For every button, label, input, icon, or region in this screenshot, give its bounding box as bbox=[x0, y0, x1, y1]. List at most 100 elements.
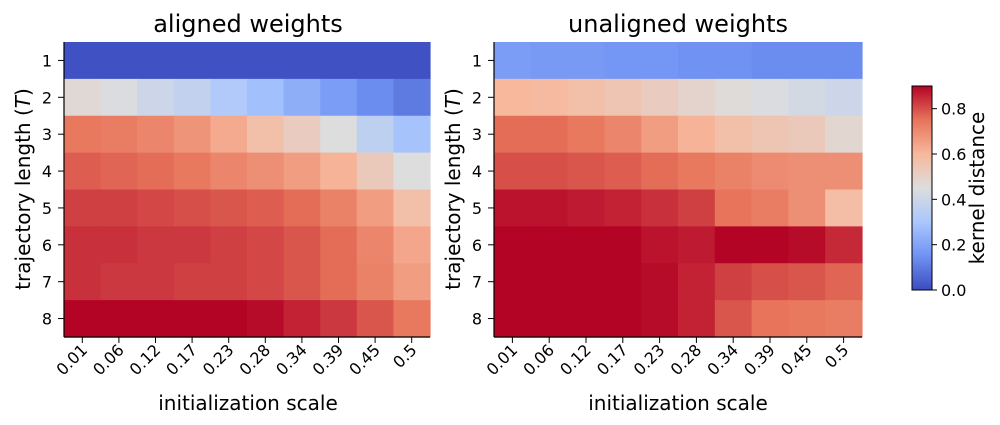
x-tick-label: 0.28 bbox=[236, 340, 275, 379]
heatmap-cell bbox=[137, 78, 175, 117]
y-tick-label: 5 bbox=[472, 199, 482, 218]
heatmap-cell bbox=[530, 189, 569, 227]
heatmap-cell bbox=[788, 189, 826, 227]
heatmap-cell bbox=[210, 263, 248, 301]
heatmap-cell bbox=[356, 42, 394, 80]
heatmap-cell bbox=[751, 115, 789, 154]
heatmap-cell bbox=[751, 226, 789, 264]
heatmap-cell bbox=[825, 42, 863, 80]
heatmap-cell bbox=[530, 42, 569, 80]
heatmap-cell bbox=[530, 115, 569, 154]
heatmap-cell bbox=[751, 152, 789, 191]
heatmap-cell bbox=[641, 152, 679, 191]
x-tick-label: 0.06 bbox=[89, 340, 128, 379]
heatmap-cell bbox=[137, 189, 175, 227]
heatmap-cell bbox=[751, 42, 789, 80]
x-tick-labels: 0.010.060.120.170.230.280.340.390.45 0.5 bbox=[483, 337, 852, 379]
heatmap-cell bbox=[64, 152, 102, 191]
heatmap-cell bbox=[320, 189, 358, 227]
x-tick-label: 0.34 bbox=[703, 340, 742, 379]
heatmap-cell bbox=[825, 300, 863, 338]
heatmap-cell bbox=[567, 263, 605, 301]
axes-spines bbox=[493, 42, 862, 338]
heatmap-cell bbox=[64, 42, 102, 80]
heatmap-cell bbox=[530, 152, 569, 191]
heatmap-cell bbox=[210, 78, 248, 117]
heatmap-cell bbox=[173, 42, 211, 80]
heatmap-cell bbox=[356, 78, 394, 117]
heatmap-cell bbox=[604, 189, 642, 227]
heatmap-cell bbox=[567, 42, 605, 80]
heatmap-cell bbox=[173, 189, 211, 227]
heatmap-cell bbox=[788, 42, 826, 80]
heatmap-cell bbox=[714, 189, 753, 227]
heatmap-cell bbox=[678, 42, 716, 80]
x-tick-label: 0.39 bbox=[740, 340, 779, 379]
heatmap-cell bbox=[247, 263, 285, 301]
y-tick-label: 2 bbox=[42, 88, 52, 107]
heatmap-cell bbox=[64, 78, 102, 117]
heatmap-cell bbox=[100, 226, 138, 264]
heatmap-cell bbox=[64, 226, 102, 264]
heatmap-panel-aligned: aligned weights 1 2 3 4 5 6 7 8 0.010.060.120.1… bbox=[11, 10, 431, 415]
heatmap-cell bbox=[137, 263, 175, 301]
heatmap-cell bbox=[678, 263, 716, 301]
heatmap-cell bbox=[210, 42, 248, 80]
heatmap-cell bbox=[641, 78, 679, 117]
heatmap-cell bbox=[494, 152, 532, 191]
heatmap-cell bbox=[530, 263, 569, 301]
y-tick-label: 3 bbox=[42, 125, 52, 144]
colorbar-label: kernel distance bbox=[965, 112, 989, 265]
heatmap-cell bbox=[247, 226, 285, 264]
heatmap-cell bbox=[678, 226, 716, 264]
x-axis-label: initialization scale bbox=[588, 391, 768, 415]
heatmap-cell bbox=[283, 152, 321, 191]
x-tick-label: 0.17 bbox=[162, 340, 201, 379]
heatmap-cell bbox=[173, 152, 211, 191]
heatmap-cell bbox=[173, 226, 211, 264]
heatmap-cell bbox=[356, 189, 394, 227]
chart-title: aligned weights bbox=[153, 10, 343, 38]
heatmap-cell bbox=[173, 115, 211, 154]
heatmap-cell bbox=[356, 152, 394, 191]
y-tick-label: 8 bbox=[472, 310, 482, 329]
heatmap-cell bbox=[567, 152, 605, 191]
heatmap-cell bbox=[100, 42, 138, 80]
heatmap-cell bbox=[210, 152, 248, 191]
heatmap-cell bbox=[825, 78, 863, 117]
colorbar-gradient bbox=[911, 85, 933, 291]
heatmap-cells bbox=[494, 42, 863, 338]
heatmap-cell bbox=[714, 42, 753, 80]
heatmap-cell bbox=[825, 152, 863, 191]
colorbar-tick-label: 0.2 bbox=[941, 236, 966, 255]
heatmap-cell bbox=[393, 115, 431, 154]
heatmap-cell bbox=[751, 263, 789, 301]
heatmap-cell bbox=[494, 78, 532, 117]
heatmap-cells bbox=[64, 42, 431, 338]
heatmap-cell bbox=[283, 189, 321, 227]
heatmap-cell bbox=[393, 189, 431, 227]
heatmap-cell bbox=[604, 300, 642, 338]
heatmap-cell bbox=[678, 115, 716, 154]
heatmap-cell bbox=[210, 189, 248, 227]
y-tick-label: 4 bbox=[42, 162, 52, 181]
heatmap-cell bbox=[137, 115, 175, 154]
heatmap-cell bbox=[247, 300, 285, 338]
heatmap-cell bbox=[100, 152, 138, 191]
heatmap-cell bbox=[320, 226, 358, 264]
heatmap-cell bbox=[714, 78, 753, 117]
x-axis-label: initialization scale bbox=[158, 391, 338, 415]
heatmap-cell bbox=[641, 263, 679, 301]
heatmap-cell bbox=[100, 78, 138, 117]
y-tick-label: 7 bbox=[472, 273, 482, 292]
heatmap-cell bbox=[494, 226, 532, 264]
x-tick-label: 0.5 bbox=[821, 340, 852, 371]
y-tick-label: 7 bbox=[42, 273, 52, 292]
heatmap-cell bbox=[641, 42, 679, 80]
x-tick-label: 0.12 bbox=[556, 340, 595, 379]
heatmap-cell bbox=[788, 300, 826, 338]
x-tick-label: 0.01 bbox=[483, 340, 522, 379]
heatmap-cell bbox=[137, 300, 175, 338]
heatmap-cell bbox=[247, 78, 285, 117]
